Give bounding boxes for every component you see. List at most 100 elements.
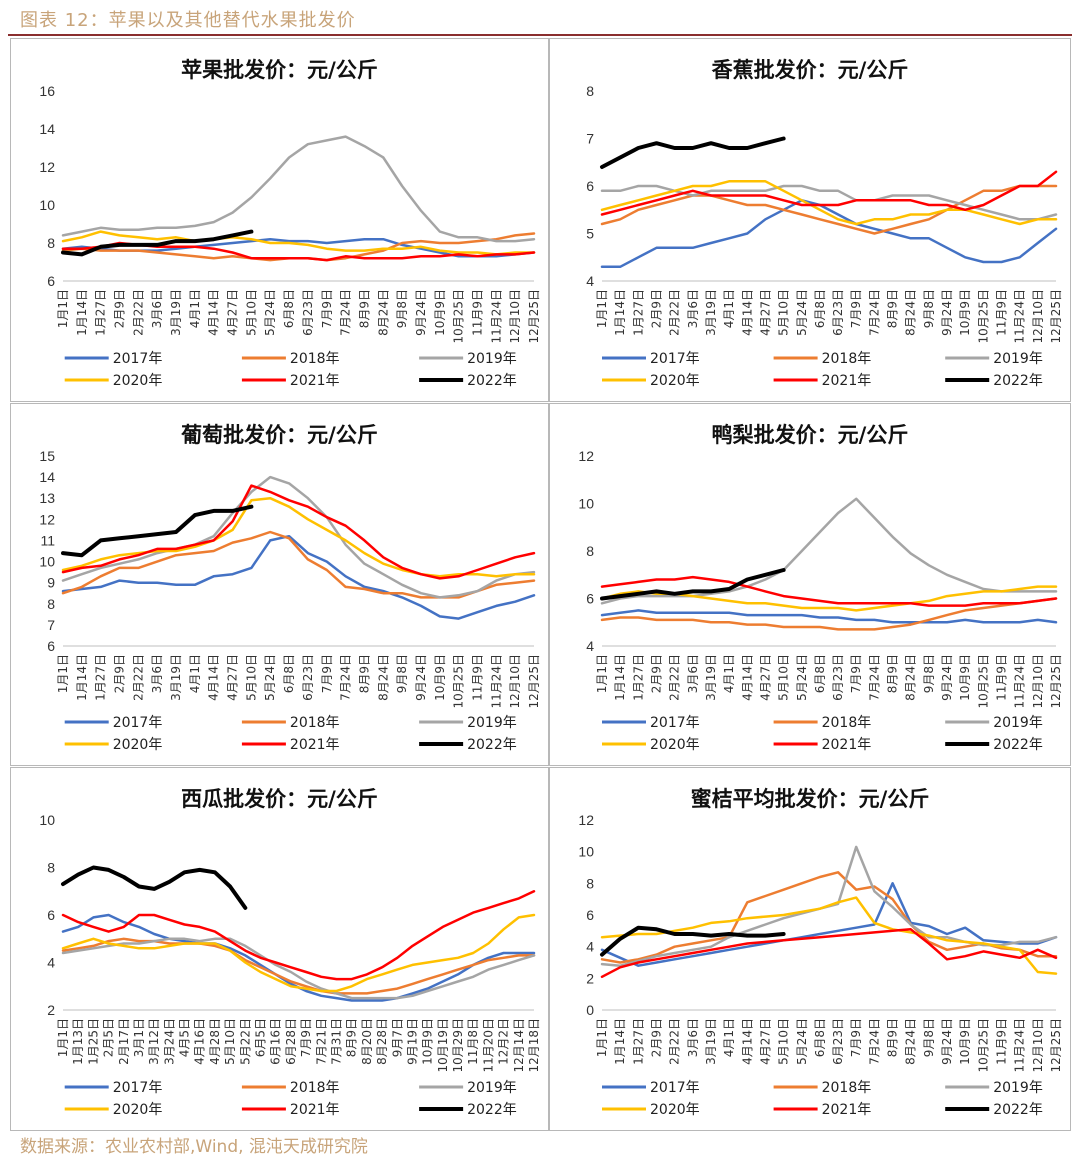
x-tick-label-2-9: 2月9日 bbox=[649, 1018, 663, 1057]
x-tick-label-12-18: 12月18日 bbox=[527, 1018, 541, 1073]
x-tick-label-10-9: 10月9日 bbox=[433, 289, 447, 336]
x-tick-label-1-14: 1月14日 bbox=[613, 1018, 627, 1065]
legend-label-2019: 2019年 bbox=[993, 715, 1043, 731]
x-tick-label-12-10: 12月10日 bbox=[508, 289, 522, 344]
x-tick-label-5-24: 5月24日 bbox=[795, 289, 809, 336]
y-tick-label-15: 15 bbox=[39, 448, 55, 464]
y-tick-label-7: 7 bbox=[47, 617, 55, 633]
x-tick-label-12-25: 12月25日 bbox=[527, 289, 541, 344]
x-tick-label-2-9: 2月9日 bbox=[649, 654, 663, 693]
chart-title: 香蕉批发价：元/公斤 bbox=[712, 58, 909, 82]
x-tick-label-2-17: 2月17日 bbox=[117, 1018, 131, 1065]
x-tick-label-5-22: 5月22日 bbox=[238, 1018, 252, 1065]
legend-label-2020: 2020年 bbox=[113, 737, 163, 753]
legend-label-2018: 2018年 bbox=[822, 715, 872, 731]
x-tick-label-6-8: 6月8日 bbox=[813, 1018, 827, 1057]
x-tick-label-12-10: 12月10日 bbox=[1031, 654, 1045, 709]
x-tick-label-7-24: 7月24日 bbox=[867, 289, 881, 336]
legend-label-2022: 2022年 bbox=[467, 1102, 517, 1118]
x-tick-label-5-10: 5月10日 bbox=[777, 1018, 791, 1065]
x-tick-label-10-29: 10月29日 bbox=[451, 1018, 465, 1073]
legend-label-2019: 2019年 bbox=[467, 715, 517, 731]
series-line-2020 bbox=[61, 496, 536, 578]
x-tick-label-6-23: 6月23日 bbox=[831, 289, 845, 336]
series-line-2017 bbox=[600, 199, 1058, 269]
x-tick-label-12-10: 12月10日 bbox=[508, 654, 522, 709]
x-tick-label-9-24: 9月24日 bbox=[940, 654, 954, 701]
x-tick-label-8-9: 8月9日 bbox=[345, 1018, 359, 1057]
x-tick-label-1-14: 1月14日 bbox=[75, 289, 89, 336]
x-tick-label-10-9: 10月9日 bbox=[958, 289, 972, 336]
x-tick-label-10-9: 10月9日 bbox=[958, 654, 972, 701]
y-tick-label-12: 12 bbox=[578, 812, 594, 828]
x-tick-label-4-14: 4月14日 bbox=[740, 1018, 754, 1065]
x-tick-label-3-6: 3月6日 bbox=[686, 289, 700, 328]
x-tick-label-1-14: 1月14日 bbox=[75, 654, 89, 701]
x-tick-label-7-21: 7月21日 bbox=[314, 1018, 328, 1065]
legend-label-2017: 2017年 bbox=[113, 715, 163, 731]
x-tick-label-2-22: 2月22日 bbox=[131, 654, 145, 701]
legend-label-2017: 2017年 bbox=[113, 1080, 163, 1096]
x-tick-label-3-19: 3月19日 bbox=[169, 654, 183, 701]
x-tick-label-3-19: 3月19日 bbox=[704, 654, 718, 701]
x-tick-label-2-9: 2月9日 bbox=[113, 654, 127, 693]
legend-label-2018: 2018年 bbox=[822, 1080, 872, 1096]
x-tick-label-6-8: 6月8日 bbox=[282, 654, 296, 693]
chart-title: 蜜桔平均批发价：元/公斤 bbox=[691, 787, 930, 811]
legend-label-2017: 2017年 bbox=[650, 1080, 700, 1096]
legend-label-2020: 2020年 bbox=[650, 1102, 700, 1118]
x-tick-label-5-10: 5月10日 bbox=[777, 654, 791, 701]
x-tick-label-12-14: 12月14日 bbox=[512, 1018, 526, 1073]
x-tick-label-8-9: 8月9日 bbox=[357, 654, 371, 693]
series-line-2018 bbox=[61, 937, 536, 995]
x-tick-label-2-22: 2月22日 bbox=[668, 654, 682, 701]
y-tick-label-10: 10 bbox=[578, 496, 594, 512]
x-tick-label-10-19: 10月19日 bbox=[436, 1018, 450, 1073]
x-tick-label-6-8: 6月8日 bbox=[282, 289, 296, 328]
y-tick-label-6: 6 bbox=[586, 591, 594, 607]
series-line-2020 bbox=[600, 180, 1058, 226]
legend-label-2019: 2019年 bbox=[467, 1080, 517, 1096]
legend-label-2018: 2018年 bbox=[290, 351, 340, 367]
x-tick-label-2-22: 2月22日 bbox=[131, 289, 145, 336]
series-line-2022 bbox=[600, 568, 786, 601]
x-tick-label-1-25: 1月25日 bbox=[86, 1018, 100, 1065]
y-tick-label-16: 16 bbox=[39, 83, 55, 99]
x-tick-label-2-22: 2月22日 bbox=[668, 1018, 682, 1065]
legend-label-2018: 2018年 bbox=[290, 1080, 340, 1096]
grape-price-chart: 葡萄批发价：元/公斤 6 7 8 9 10 11 12 13 14 15 1月1日 1月14日 1月27日… bbox=[39, 423, 541, 753]
y-tick-label-2: 2 bbox=[586, 970, 594, 986]
x-tick-label-9-8: 9月8日 bbox=[922, 289, 936, 328]
y-tick-label-6: 6 bbox=[47, 907, 55, 923]
x-tick-label-10-25: 10月25日 bbox=[976, 654, 990, 709]
legend-label-2017: 2017年 bbox=[650, 715, 700, 731]
x-tick-label-6-8: 6月8日 bbox=[813, 289, 827, 328]
x-tick-label-8-20: 8月20日 bbox=[360, 1018, 374, 1065]
x-tick-label-1-1: 1月1日 bbox=[56, 289, 70, 328]
x-tick-label-11-8: 11月8日 bbox=[466, 1018, 480, 1065]
legend-label-2020: 2020年 bbox=[113, 373, 163, 389]
source-note: 数据来源：农业农村部,Wind, 混沌天成研究院 bbox=[20, 1137, 368, 1157]
y-tick-label-4: 4 bbox=[586, 939, 594, 955]
series-line-2017 bbox=[600, 609, 1058, 624]
series-line-2021 bbox=[61, 890, 536, 981]
x-tick-label-3-19: 3月19日 bbox=[704, 1018, 718, 1065]
x-tick-label-3-6: 3月6日 bbox=[686, 654, 700, 693]
legend-label-2018: 2018年 bbox=[290, 715, 340, 731]
x-tick-label-10-25: 10月25日 bbox=[976, 1018, 990, 1073]
x-tick-label-3-6: 3月6日 bbox=[150, 654, 164, 693]
x-tick-label-9-24: 9月24日 bbox=[940, 289, 954, 336]
x-tick-label-8-24: 8月24日 bbox=[376, 289, 390, 336]
y-tick-label-12: 12 bbox=[39, 511, 55, 527]
x-tick-label-11-9: 11月9日 bbox=[995, 654, 1009, 701]
apple-price-chart: 苹果批发价：元/公斤 6 8 10 12 14 16 1月1日 1月14日 1月27日 2月9日 2月… bbox=[39, 58, 541, 389]
y-tick-label-10: 10 bbox=[39, 812, 55, 828]
x-tick-label-8-24: 8月24日 bbox=[904, 289, 918, 336]
legend-label-2021: 2021年 bbox=[290, 1102, 340, 1118]
x-tick-label-4-1: 4月1日 bbox=[722, 289, 736, 328]
x-tick-label-8-24: 8月24日 bbox=[904, 1018, 918, 1065]
x-tick-label-4-14: 4月14日 bbox=[207, 654, 221, 701]
x-tick-label-12-25: 12月25日 bbox=[1049, 1018, 1063, 1073]
x-tick-label-2-9: 2月9日 bbox=[649, 289, 663, 328]
x-tick-label-4-16: 4月16日 bbox=[193, 1018, 207, 1065]
